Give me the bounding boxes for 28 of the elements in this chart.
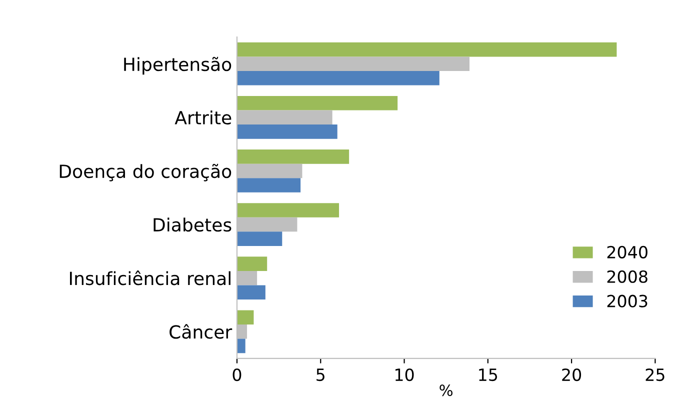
bar bbox=[236, 310, 254, 325]
bar bbox=[236, 124, 338, 139]
bar bbox=[236, 150, 350, 164]
bar bbox=[236, 42, 617, 57]
x-tick-label: 0 bbox=[232, 368, 242, 382]
bar bbox=[236, 96, 398, 110]
bar bbox=[236, 71, 440, 86]
x-tick-label: 5 bbox=[316, 368, 324, 382]
x-tick-label: 10 bbox=[395, 368, 414, 382]
bar bbox=[236, 285, 266, 300]
x-tick-label: 25 bbox=[646, 368, 664, 382]
x-tick-label: 20 bbox=[562, 368, 582, 382]
y-tick-label: Hipertensão bbox=[124, 56, 232, 75]
bar bbox=[236, 256, 268, 271]
y-tick-label: Artrite bbox=[174, 110, 232, 125]
y-tick-label: Câncer bbox=[170, 324, 232, 339]
bar bbox=[236, 232, 282, 246]
y-tick-label: Doença do coração bbox=[60, 164, 232, 182]
y-tick-label: Diabetes bbox=[154, 218, 232, 232]
bar bbox=[236, 178, 301, 192]
legend-label: 2008 bbox=[607, 270, 648, 283]
legend-label: 2040 bbox=[607, 246, 648, 258]
x-tick-label: 15 bbox=[479, 368, 498, 382]
bar bbox=[236, 338, 246, 354]
y-tick-label: Insuficiência renal bbox=[70, 270, 230, 286]
legend-label: 2003 bbox=[607, 294, 648, 308]
bar bbox=[236, 203, 340, 218]
x-axis-title: % bbox=[440, 384, 452, 396]
